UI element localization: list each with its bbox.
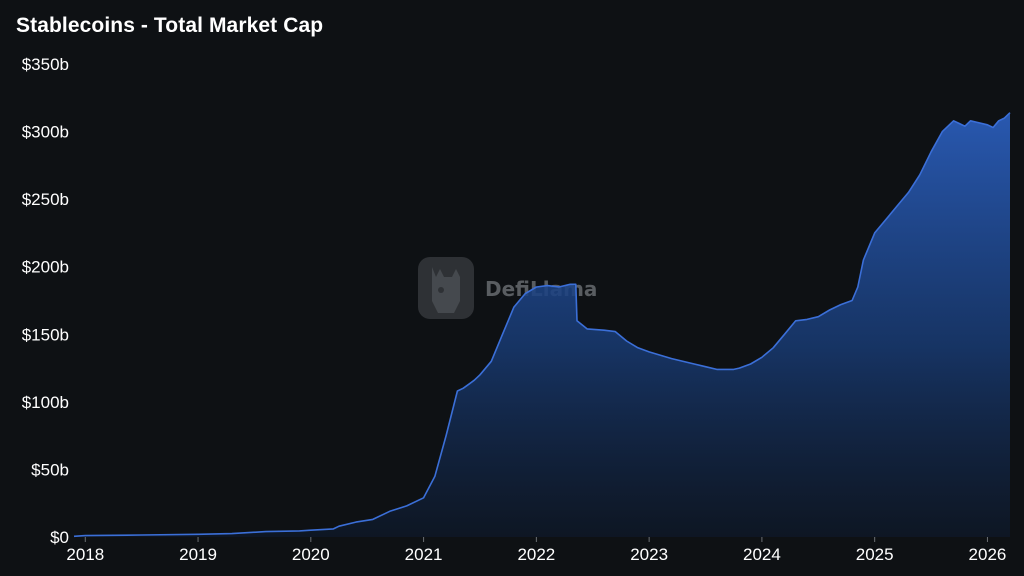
x-tick-label: 2019 [179, 545, 217, 564]
x-tick-label: 2022 [517, 545, 555, 564]
y-tick-label: $250b [22, 190, 69, 209]
x-axis: 2018 2019 2020 2021 2022 2023 2024 2025 2026 [66, 537, 1006, 564]
x-tick-label: 2024 [743, 545, 781, 564]
y-tick-label: $50b [31, 460, 69, 479]
y-tick-label: $150b [22, 325, 69, 344]
market-cap-line [73, 112, 1011, 538]
y-tick-label: $0 [50, 528, 69, 547]
x-tick-label: 2023 [630, 545, 668, 564]
x-tick-label: 2025 [856, 545, 894, 564]
x-tick-label: 2020 [292, 545, 330, 564]
x-tick-label: 2018 [66, 545, 104, 564]
chart-title: Stablecoins - Total Market Cap [16, 14, 324, 37]
x-tick-label: 2026 [969, 545, 1007, 564]
market-cap-area [74, 112, 1010, 537]
y-tick-label: $300b [22, 123, 69, 142]
x-tick-label: 2021 [405, 545, 443, 564]
y-tick-label: $100b [22, 393, 69, 412]
y-tick-label: $200b [22, 258, 69, 277]
y-tick-label: $350b [22, 55, 69, 74]
y-axis: $0 $50b $100b $150b $200b $250b $300b $350b [22, 55, 69, 547]
